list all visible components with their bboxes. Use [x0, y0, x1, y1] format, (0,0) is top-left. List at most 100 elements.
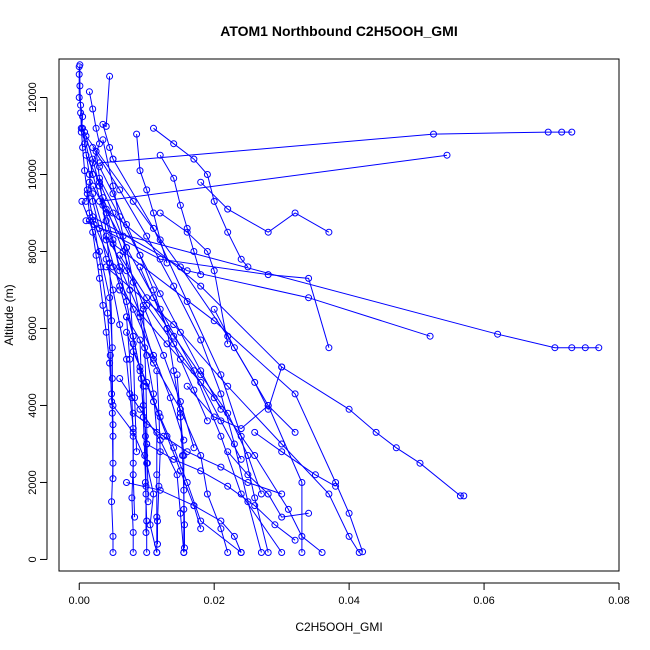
series-line — [102, 76, 114, 160]
data-point — [345, 509, 353, 517]
y-tick-label: 12000 — [27, 82, 39, 113]
data-point — [156, 151, 164, 159]
data-point — [99, 120, 107, 128]
series-line — [132, 412, 282, 495]
data-point — [392, 444, 400, 452]
data-point — [143, 186, 151, 194]
data-point — [237, 490, 245, 498]
data-point — [426, 332, 434, 340]
data-point — [291, 390, 299, 398]
data-point — [197, 336, 205, 344]
data-point — [430, 130, 437, 138]
data-point — [163, 340, 171, 348]
data-point — [108, 498, 116, 506]
data-point — [217, 517, 225, 525]
data-point — [96, 274, 103, 282]
data-point — [136, 313, 144, 321]
data-point — [106, 359, 114, 367]
data-point — [77, 128, 85, 136]
data-point — [116, 213, 124, 221]
data-point — [203, 417, 211, 425]
data-point — [311, 471, 319, 479]
data-point — [82, 197, 90, 205]
data-point — [197, 178, 205, 186]
data-point — [237, 432, 245, 440]
data-point — [153, 513, 161, 521]
data-point — [345, 405, 353, 413]
y-tick-label: 10000 — [27, 159, 39, 190]
data-point — [251, 452, 259, 459]
data-point — [79, 113, 87, 121]
data-point — [106, 294, 114, 302]
data-point — [97, 263, 105, 271]
data-point — [150, 286, 157, 294]
data-point — [456, 492, 464, 500]
data-point — [155, 409, 163, 417]
data-point — [128, 394, 136, 402]
data-point — [176, 405, 184, 413]
data-point — [163, 432, 171, 440]
data-point — [123, 328, 130, 336]
data-point — [109, 240, 117, 248]
data-point — [143, 294, 151, 302]
series-line — [112, 243, 364, 552]
data-point — [136, 367, 144, 375]
data-point — [264, 549, 272, 556]
data-point — [141, 452, 149, 459]
data-point — [197, 271, 205, 279]
data-point — [156, 413, 164, 421]
data-point — [210, 413, 218, 421]
x-tick-label: 0.08 — [608, 595, 629, 607]
data-point — [116, 186, 124, 194]
data-point — [305, 294, 313, 302]
data-point — [133, 130, 141, 138]
data-point — [81, 128, 89, 136]
data-point — [143, 232, 151, 240]
data-point — [203, 248, 211, 255]
data-point — [129, 428, 137, 436]
data-point — [136, 309, 144, 317]
data-point — [141, 479, 149, 486]
data-point — [108, 409, 116, 417]
data-point — [176, 263, 184, 271]
data-point — [153, 471, 161, 479]
data-point — [183, 382, 191, 390]
data-point — [264, 405, 272, 413]
data-point — [139, 413, 147, 421]
data-point — [156, 209, 164, 217]
data-point — [180, 486, 188, 494]
data-point — [156, 290, 164, 298]
data-point — [90, 221, 98, 228]
data-point — [96, 178, 103, 186]
data-point — [176, 201, 184, 209]
data-point — [183, 448, 191, 456]
data-point — [139, 301, 147, 309]
series-line — [86, 189, 113, 402]
data-point — [96, 182, 103, 190]
data-point — [77, 109, 85, 117]
data-point — [99, 194, 107, 202]
data-point — [123, 313, 130, 321]
data-point — [142, 382, 150, 390]
data-point — [359, 548, 367, 556]
data-point — [181, 521, 188, 529]
data-point — [251, 502, 259, 510]
data-point — [83, 190, 91, 198]
data-point — [77, 101, 85, 109]
data-point — [217, 371, 225, 379]
data-point — [109, 549, 117, 556]
data-point — [544, 128, 552, 136]
data-point — [116, 321, 124, 329]
data-point — [224, 549, 232, 556]
data-point — [217, 390, 225, 398]
data-point — [96, 159, 103, 167]
series-line — [126, 316, 229, 553]
data-point — [278, 440, 286, 448]
data-point — [568, 128, 576, 136]
data-point — [176, 413, 184, 421]
data-point — [150, 294, 157, 302]
data-point — [131, 394, 139, 402]
data-point — [183, 298, 191, 305]
data-point — [116, 286, 124, 294]
data-point — [129, 459, 137, 467]
